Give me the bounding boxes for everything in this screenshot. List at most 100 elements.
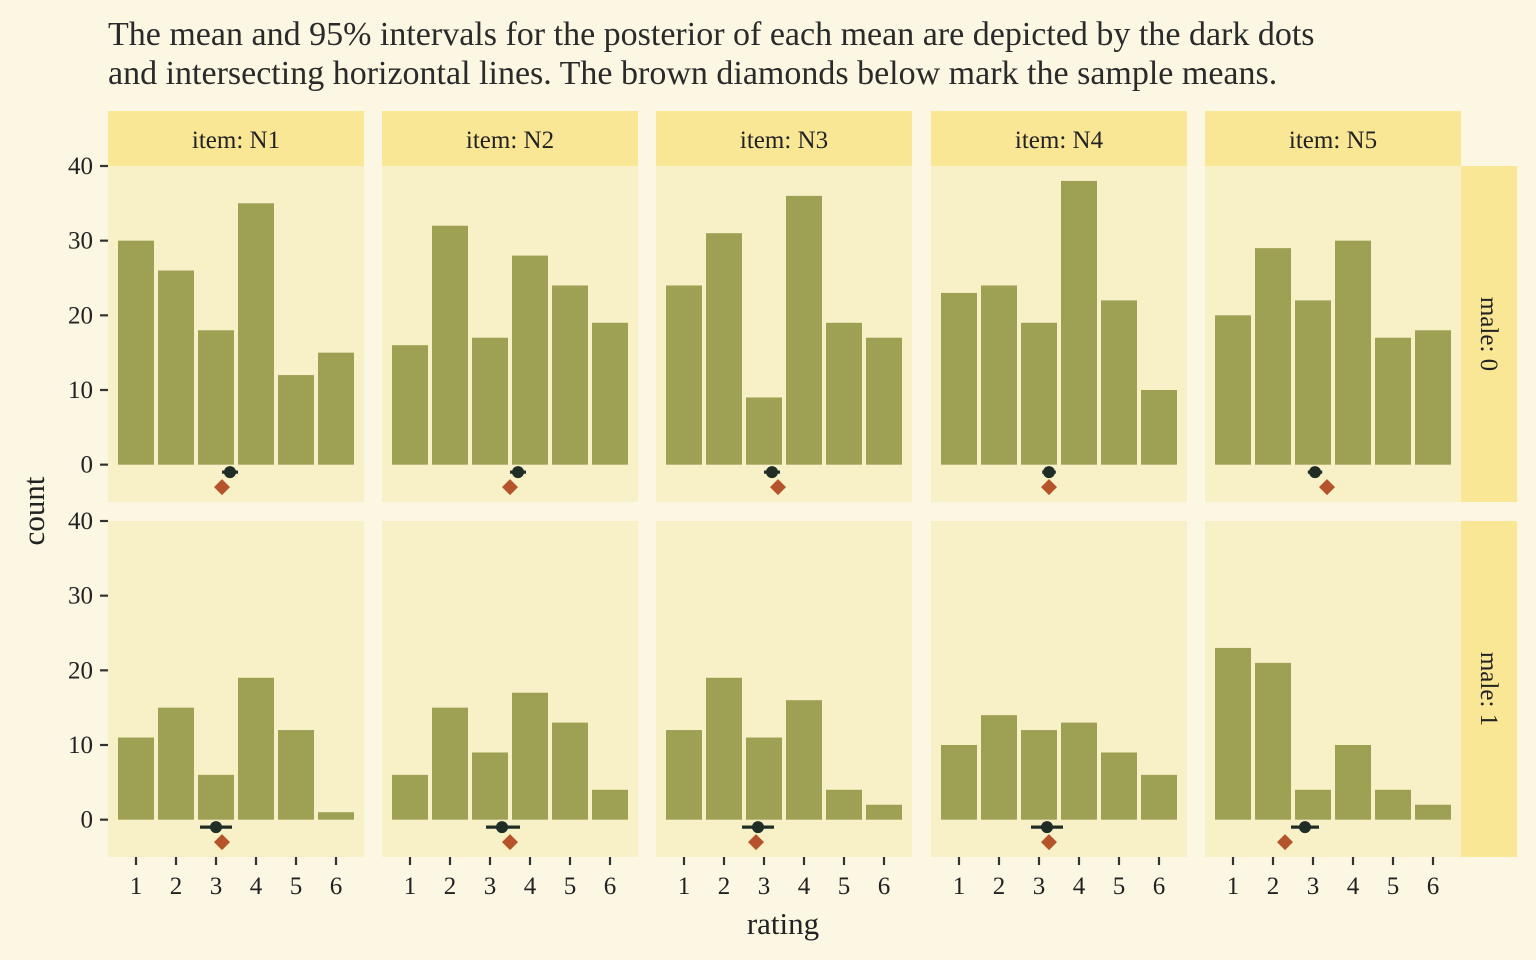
- count-bar: [746, 397, 782, 465]
- count-bar: [1141, 390, 1177, 465]
- count-bar: [981, 285, 1017, 465]
- count-bar: [1101, 300, 1137, 465]
- count-bar: [941, 745, 977, 820]
- sample-mean-diamond: [1041, 479, 1057, 496]
- posterior-mean-point: [224, 466, 236, 479]
- count-bar: [552, 285, 588, 465]
- facet-panel: [656, 166, 912, 502]
- x-tick-label: 4: [798, 873, 811, 900]
- facet-row-strip: [1461, 166, 1517, 502]
- facet-panel: [656, 521, 912, 857]
- count-bar: [1295, 300, 1331, 465]
- y-tick-label: 10: [68, 732, 93, 759]
- count-bar: [278, 375, 314, 465]
- count-bar: [552, 722, 588, 820]
- count-bar: [1021, 730, 1057, 820]
- y-tick-label: 30: [68, 228, 93, 255]
- count-bar: [1101, 752, 1137, 820]
- count-bar: [981, 715, 1017, 820]
- sample-mean-diamond: [1319, 479, 1335, 496]
- sample-mean-diamond: [770, 479, 786, 496]
- x-tick-label: 1: [678, 873, 691, 900]
- posterior-mean-point: [752, 821, 764, 834]
- posterior-mean-point: [1299, 821, 1311, 834]
- y-tick-label: 10: [68, 377, 93, 404]
- posterior-mean-point: [1309, 466, 1321, 479]
- facet-column-label: item: N2: [466, 127, 554, 154]
- facet-panel: [931, 521, 1187, 857]
- x-tick-label: 3: [484, 873, 497, 900]
- sample-mean-diamond: [214, 479, 230, 496]
- sample-mean-diamond: [748, 834, 764, 851]
- count-bar: [238, 677, 274, 820]
- x-tick-label: 3: [758, 873, 771, 900]
- count-bar: [118, 737, 154, 820]
- count-bar: [238, 203, 274, 465]
- count-bar: [826, 789, 862, 820]
- facet-column-label: item: N5: [1289, 127, 1377, 154]
- posterior-mean-point: [1041, 821, 1053, 834]
- x-tick-label: 2: [993, 873, 1006, 900]
- count-bar: [1215, 647, 1251, 820]
- x-tick-label: 4: [524, 873, 537, 900]
- posterior-mean-point: [766, 466, 778, 479]
- x-tick-label: 1: [404, 873, 417, 900]
- x-tick-label: 5: [838, 873, 851, 900]
- x-tick-label: 3: [210, 873, 223, 900]
- facet-column-label: item: N4: [1015, 127, 1104, 154]
- count-bar: [472, 752, 508, 820]
- x-tick-label: 5: [1113, 873, 1126, 900]
- count-bar: [392, 774, 428, 820]
- x-tick-label: 1: [130, 873, 143, 900]
- count-bar: [592, 322, 628, 465]
- sample-mean-diamond: [214, 834, 230, 851]
- facet-row-label: male: 1: [1475, 652, 1502, 726]
- count-bar: [1335, 240, 1371, 465]
- y-tick-label: 0: [81, 452, 94, 479]
- count-bar: [1215, 315, 1251, 465]
- count-bar: [118, 240, 154, 465]
- count-bar: [158, 707, 194, 820]
- count-bar: [1061, 722, 1097, 820]
- x-tick-label: 5: [290, 873, 303, 900]
- y-axis-title: count: [16, 476, 51, 545]
- x-tick-label: 4: [250, 873, 263, 900]
- facet-column-strip: [656, 111, 912, 166]
- count-bar: [512, 692, 548, 820]
- count-bar: [1141, 774, 1177, 820]
- facet-panel: [1205, 521, 1461, 857]
- x-tick-label: 4: [1073, 873, 1086, 900]
- x-tick-label: 6: [1427, 873, 1440, 900]
- count-bar: [866, 804, 902, 820]
- facet-row-label: male: 0: [1475, 297, 1502, 371]
- x-tick-label: 1: [953, 873, 966, 900]
- plot-area: item: N1 item: N2 item: N3 item: N4 item: N5…: [68, 111, 1517, 900]
- count-bar: [318, 812, 354, 820]
- count-bar: [706, 677, 742, 820]
- facet-column-strip: [931, 111, 1187, 166]
- count-bar: [1375, 789, 1411, 820]
- x-tick-label: 2: [444, 873, 457, 900]
- count-bar: [746, 737, 782, 820]
- facet-panel: [108, 521, 364, 857]
- x-tick-label: 6: [878, 873, 891, 900]
- count-bar: [826, 322, 862, 465]
- sample-mean-diamond: [502, 834, 518, 851]
- facet-panel: [382, 166, 638, 502]
- facet-column-strip: [108, 111, 364, 166]
- chart-title-line-2: and intersecting horizontal lines. The b…: [108, 55, 1277, 92]
- count-bar: [1335, 745, 1371, 820]
- count-bar: [198, 774, 234, 820]
- count-bar: [158, 270, 194, 465]
- count-bar: [666, 730, 702, 820]
- facet-column-label: item: N1: [192, 127, 280, 154]
- count-bar: [318, 352, 354, 465]
- posterior-mean-point: [210, 821, 222, 834]
- facet-panel: [1205, 166, 1461, 502]
- count-bar: [1415, 330, 1451, 465]
- facet-panel: [931, 166, 1187, 502]
- facet-column-strip: [1205, 111, 1461, 166]
- sample-mean-diamond: [1041, 834, 1057, 851]
- count-bar: [866, 337, 902, 465]
